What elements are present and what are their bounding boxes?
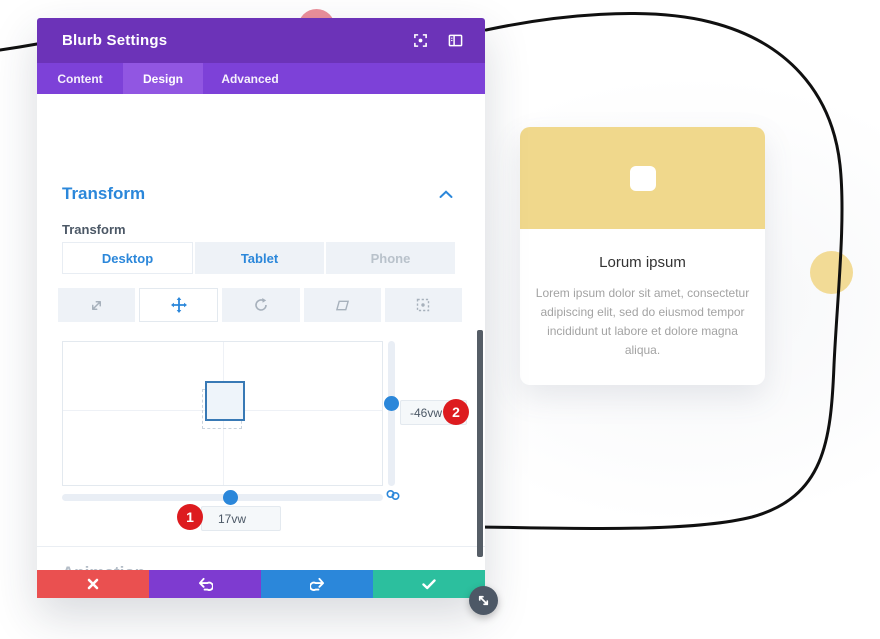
modal-body: Transform Transform Desktop Tablet Phone	[37, 94, 485, 570]
blurb-settings-modal: Blurb Settings Content Design Advanced	[37, 18, 485, 598]
modal-header[interactable]: Blurb Settings	[37, 18, 485, 63]
decorative-yellow-circle	[810, 251, 853, 294]
transformed-element-square[interactable]	[205, 381, 245, 421]
blurb-title: Lorum ipsum	[599, 254, 686, 271]
section-animation-toggle[interactable]: Animation	[62, 563, 145, 570]
check-icon	[422, 578, 436, 589]
translate-x-slider-handle[interactable]	[223, 490, 238, 505]
resize-diagonal-icon	[478, 595, 489, 606]
transform-canvas[interactable]	[62, 341, 383, 486]
device-tab-phone[interactable]: Phone	[326, 242, 455, 274]
blurb-preview-card: Lorum ipsum Lorem ipsum dolor sit amet, …	[520, 127, 765, 385]
blurb-placeholder-icon	[629, 165, 656, 191]
close-icon	[87, 578, 99, 590]
transform-toolbar	[58, 288, 463, 322]
modal-resize-handle[interactable]	[469, 586, 498, 615]
modal-footer	[37, 570, 485, 598]
undo-button[interactable]	[149, 570, 261, 598]
expand-modal-icon[interactable]	[413, 33, 428, 48]
translate-x-value[interactable]: 17vw	[201, 506, 281, 531]
settings-tabbar: Content Design Advanced	[37, 63, 485, 94]
section-transform-toggle[interactable]: Transform	[62, 184, 146, 203]
tool-scale-icon[interactable]	[58, 288, 136, 322]
translate-x-slider-track[interactable]	[62, 494, 383, 501]
tab-design[interactable]: Design	[123, 63, 203, 94]
tab-content[interactable]: Content	[57, 71, 103, 86]
redo-button[interactable]	[261, 570, 373, 598]
snap-to-side-icon[interactable]	[448, 33, 463, 48]
redo-icon	[309, 577, 324, 591]
modal-title: Blurb Settings	[62, 32, 168, 49]
tool-skew-icon[interactable]	[303, 288, 381, 322]
translate-y-slider-track[interactable]	[388, 341, 395, 486]
discard-button[interactable]	[37, 570, 149, 598]
device-tab-tablet[interactable]: Tablet	[195, 242, 324, 274]
translate-y-slider-handle[interactable]	[384, 396, 399, 411]
tool-origin-icon[interactable]	[384, 288, 463, 322]
chevron-up-icon[interactable]	[439, 190, 453, 199]
section-divider	[37, 546, 485, 547]
transform-field-label: Transform	[62, 222, 126, 237]
blurb-image-area	[520, 127, 765, 229]
modal-scrollbar[interactable]	[477, 330, 483, 557]
chain-link-icon[interactable]	[385, 488, 401, 502]
device-tab-desktop[interactable]: Desktop	[62, 242, 193, 274]
annotation-badge-1: 1	[177, 504, 203, 530]
tool-translate-icon[interactable]	[139, 288, 219, 322]
tab-advanced[interactable]: Advanced	[221, 71, 279, 86]
tool-rotate-icon[interactable]	[222, 288, 300, 322]
save-button[interactable]	[373, 570, 485, 598]
annotation-badge-2: 2	[443, 399, 469, 425]
undo-icon	[198, 577, 213, 591]
blurb-body-text: Lorem ipsum dolor sit amet, consectetur …	[535, 286, 750, 357]
device-switcher: Desktop Tablet Phone	[62, 242, 455, 274]
